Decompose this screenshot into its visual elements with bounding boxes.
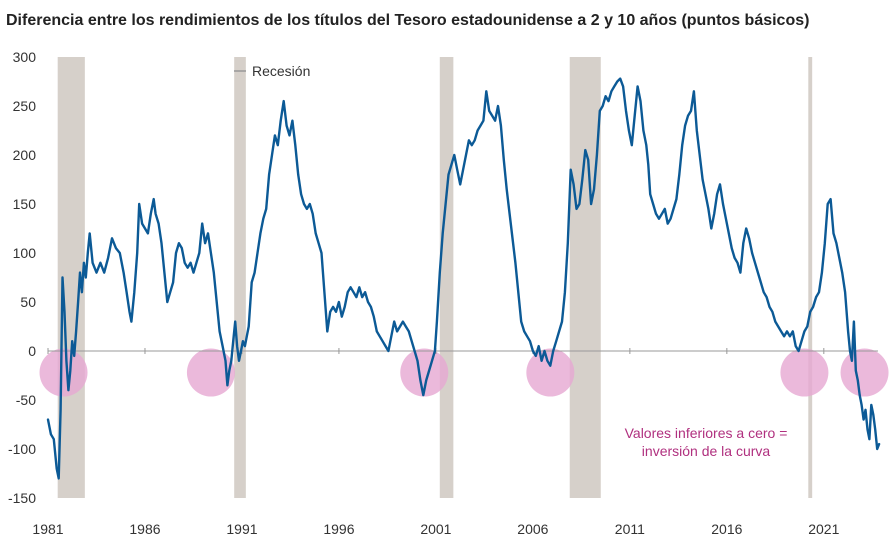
inversion-marker-5 <box>840 348 889 397</box>
x-tick-label: 1991 <box>226 521 257 537</box>
recession-band-3 <box>569 57 601 498</box>
x-tick-label: 1986 <box>129 521 160 537</box>
annotation-line-1: Valores inferiores a cero = <box>625 425 788 441</box>
inversion-marker-2 <box>400 348 449 397</box>
x-tick-label: 1996 <box>323 521 354 537</box>
y-tick-label: -100 <box>8 441 36 457</box>
x-tick-label: 2001 <box>420 521 451 537</box>
x-axis-tick-labels: 1981 1986 1991 1996 2001 2006 2011 2016 2021 <box>32 348 840 537</box>
annotation-line-2: inversión de la curva <box>642 443 771 459</box>
x-tick-label: 2006 <box>517 521 548 537</box>
legend: Recesión <box>234 63 310 79</box>
inversion-annotation: Valores inferiores a cero = inversión de… <box>625 425 788 459</box>
x-tick-label: 1981 <box>32 521 63 537</box>
inversion-marker-1 <box>186 348 235 397</box>
x-tick-label: 2011 <box>615 521 645 537</box>
inversion-marker-0 <box>39 348 88 397</box>
legend-recession-label: Recesión <box>252 63 310 79</box>
series-line-0 <box>46 77 881 480</box>
recession-band-2 <box>439 57 454 498</box>
inversion-marker-layer <box>39 348 889 397</box>
y-tick-label: -150 <box>8 490 36 506</box>
y-tick-label: 300 <box>13 49 37 65</box>
recession-band-4 <box>808 57 813 498</box>
y-tick-label: 100 <box>13 245 37 261</box>
y-tick-label: 200 <box>13 147 37 163</box>
y-tick-label: 0 <box>28 343 36 359</box>
y-tick-label: 250 <box>13 98 37 114</box>
y-axis-tick-labels: 300 250 200 150 100 50 0 -50 -100 -150 <box>8 49 36 506</box>
series-layer <box>46 77 881 480</box>
chart-title: Diferencia entre los rendimientos de los… <box>6 12 810 29</box>
inversion-marker-4 <box>780 348 829 397</box>
x-tick-label: 2016 <box>711 521 742 537</box>
recession-band-1 <box>234 57 246 498</box>
x-tick-label: 2021 <box>808 521 839 537</box>
y-tick-label: 50 <box>20 294 36 310</box>
y-tick-label: 150 <box>13 196 37 212</box>
inversion-marker-3 <box>526 348 575 397</box>
y-tick-label: -50 <box>16 392 36 408</box>
